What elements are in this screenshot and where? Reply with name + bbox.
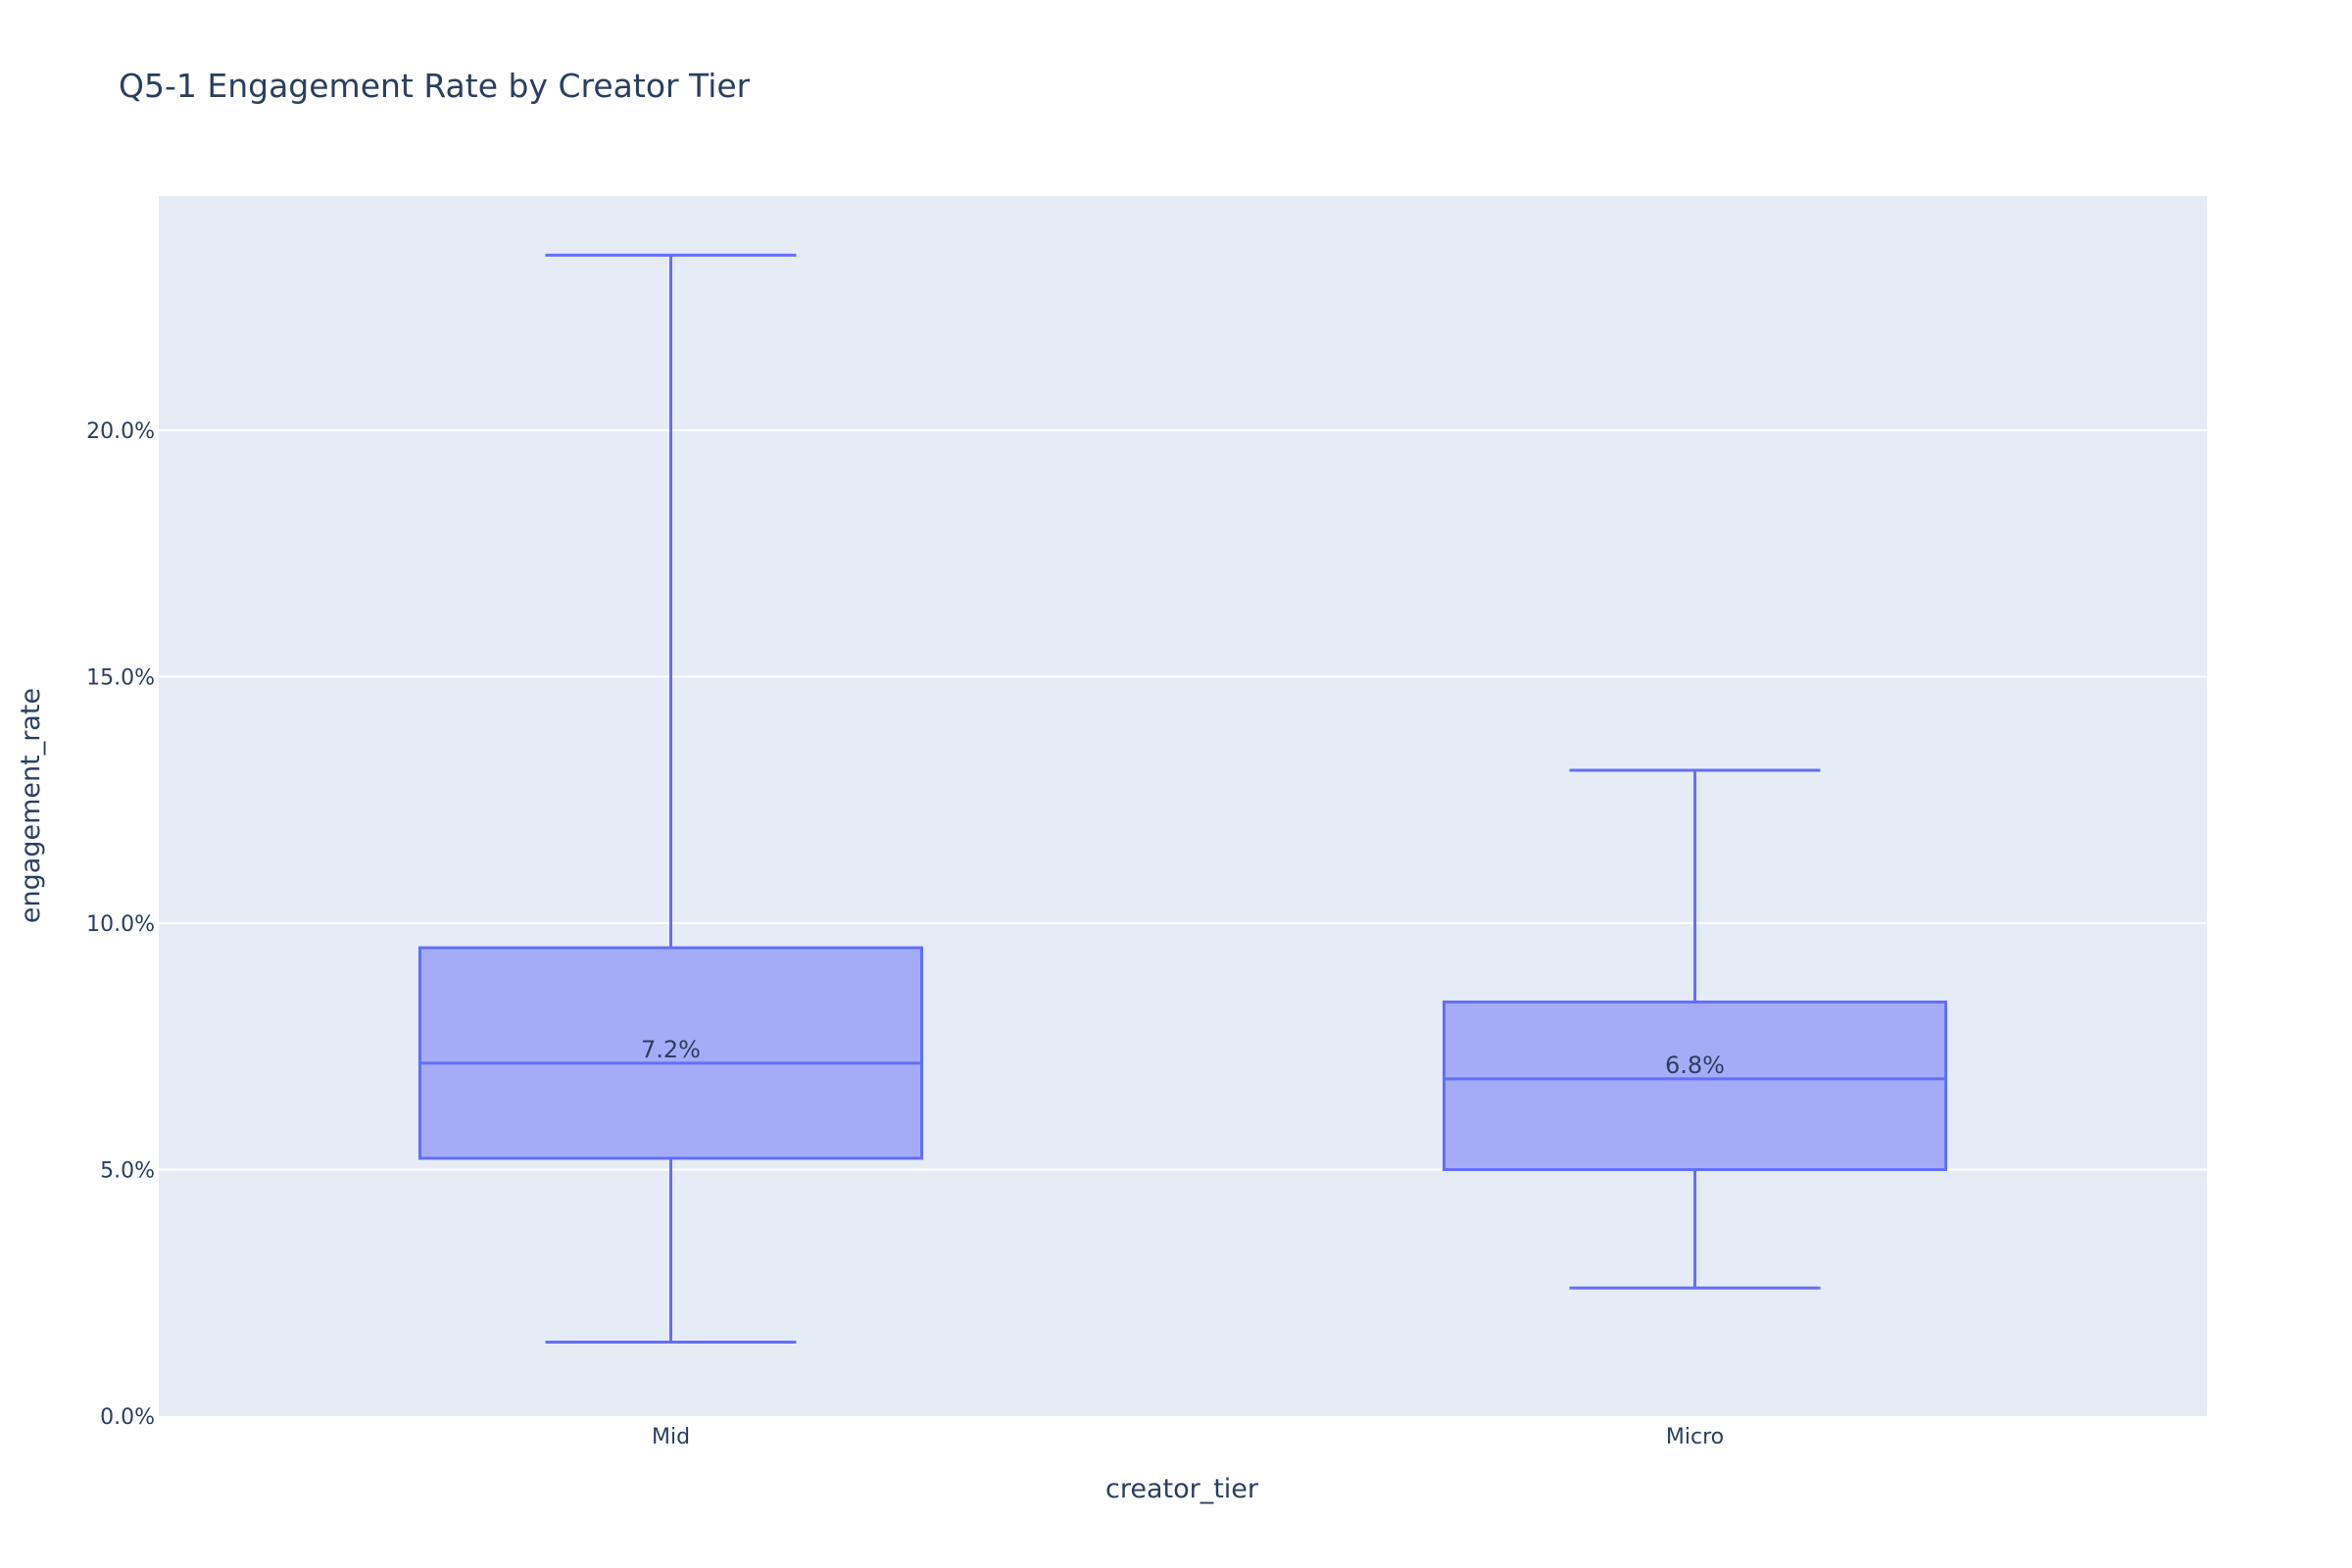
x-tick-label: Mid <box>652 1425 690 1449</box>
plot-area <box>159 196 2207 1416</box>
y-tick-label: 20.0% <box>86 419 155 444</box>
x-axis-ticks: Mid Micro <box>652 1425 1724 1449</box>
chart-title: Q5-1 Engagement Rate by Creator Tier <box>119 67 751 105</box>
y-tick-label: 15.0% <box>86 665 155 690</box>
y-tick-label: 5.0% <box>100 1158 155 1183</box>
x-axis-title: creator_tier <box>1105 1474 1259 1504</box>
box-micro: 6.8% <box>1443 768 1947 1290</box>
boxes: 7.2% 6.8% <box>418 253 1947 1345</box>
median-label: 7.2% <box>641 1036 701 1063</box>
median-label: 6.8% <box>1665 1052 1725 1079</box>
iqr-box <box>1443 1000 1947 1171</box>
y-tick-label: 0.0% <box>100 1405 155 1430</box>
y-tick-label: 10.0% <box>86 912 155 937</box>
iqr-box <box>418 946 923 1160</box>
x-tick-label: Micro <box>1666 1425 1724 1449</box>
y-axis-title: engagement_rate <box>16 688 46 923</box>
y-axis-ticks: 0.0% 5.0% 10.0% 15.0% 20.0% <box>86 419 155 1430</box>
box-mid: 7.2% <box>418 253 923 1345</box>
